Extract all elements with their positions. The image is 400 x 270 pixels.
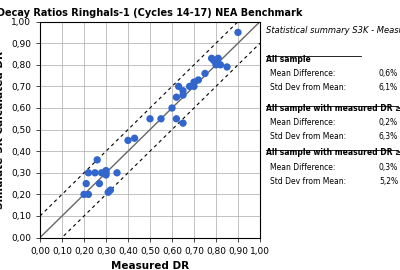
Point [103, 173, 109, 177]
Text: Std Dev from Mean:: Std Dev from Mean: [270, 83, 346, 92]
Point [92, 171, 98, 175]
Point [169, 106, 175, 110]
Point [191, 84, 197, 89]
Point [213, 63, 219, 67]
Point [191, 80, 197, 84]
Point [107, 188, 114, 192]
Text: 0,3%: 0,3% [379, 163, 398, 172]
Y-axis label: Simulate-3K Calculated DR: Simulate-3K Calculated DR [0, 50, 6, 209]
Title: Decay Ratios Ringhals-1 (Cycles 14-17) NEA Benchmark: Decay Ratios Ringhals-1 (Cycles 14-17) N… [0, 8, 303, 18]
X-axis label: Measured DR: Measured DR [111, 261, 189, 270]
Point [217, 63, 224, 67]
Text: All sample with measured DR ≥ 0,70: All sample with measured DR ≥ 0,70 [266, 148, 400, 157]
Point [96, 181, 102, 186]
Text: 0,6%: 0,6% [379, 69, 398, 78]
Point [180, 93, 186, 97]
Point [173, 117, 180, 121]
Point [213, 60, 219, 65]
Point [195, 78, 202, 82]
Point [224, 65, 230, 69]
Point [211, 58, 217, 63]
Text: Mean Difference:: Mean Difference: [270, 69, 335, 78]
Point [186, 84, 193, 89]
Point [173, 95, 180, 99]
Text: Std Dev from Mean:: Std Dev from Mean: [270, 132, 346, 141]
Point [103, 168, 109, 173]
Point [175, 84, 182, 89]
Text: 6,3%: 6,3% [379, 132, 398, 141]
Point [202, 71, 208, 76]
Text: Mean Difference:: Mean Difference: [270, 117, 335, 127]
Text: Mean Difference:: Mean Difference: [270, 163, 335, 172]
Point [81, 192, 87, 197]
Point [103, 171, 109, 175]
Text: Std Dev from Mean:: Std Dev from Mean: [270, 177, 346, 186]
Point [94, 158, 100, 162]
Point [180, 121, 186, 125]
Text: All sample with measured DR ≥ 0,50: All sample with measured DR ≥ 0,50 [266, 104, 400, 113]
Text: 5,2%: 5,2% [379, 177, 398, 186]
Point [83, 181, 89, 186]
Point [208, 56, 215, 60]
Point [131, 136, 138, 140]
Point [158, 117, 164, 121]
Text: All sample: All sample [266, 55, 311, 63]
Point [85, 192, 92, 197]
Point [147, 117, 153, 121]
Point [105, 190, 111, 194]
Point [180, 89, 186, 93]
Text: 0,2%: 0,2% [379, 117, 398, 127]
Point [114, 171, 120, 175]
Text: 6,1%: 6,1% [379, 83, 398, 92]
Point [235, 30, 241, 35]
Point [215, 56, 222, 60]
Point [125, 138, 131, 143]
Point [85, 171, 92, 175]
Text: Statistical summary S3K - Measured: Statistical summary S3K - Measured [266, 26, 400, 35]
Point [98, 171, 105, 175]
